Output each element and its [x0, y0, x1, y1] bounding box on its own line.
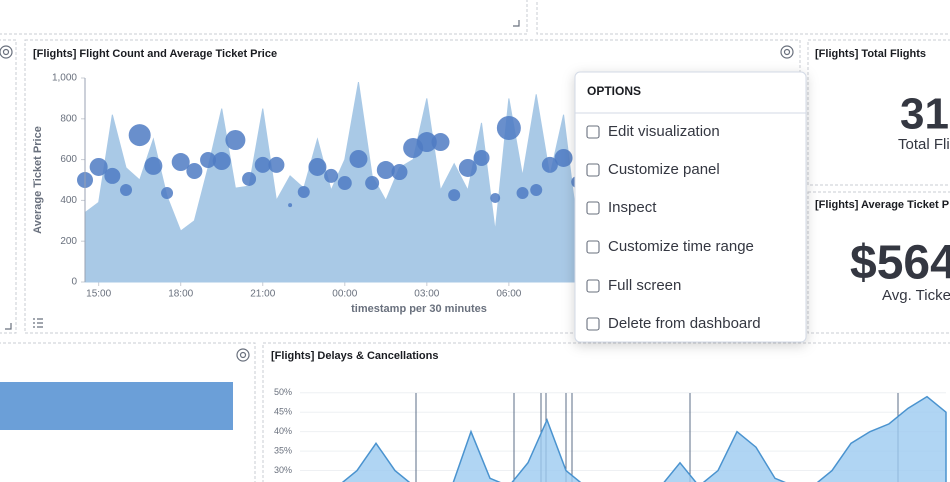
x-tick-label: 18:00 — [168, 289, 193, 300]
bubble — [161, 187, 174, 200]
gear-icon[interactable] — [236, 348, 250, 362]
menu-item[interactable]: Delete from dashboard — [608, 315, 761, 332]
bubble — [554, 148, 573, 167]
gear-icon[interactable] — [780, 45, 794, 59]
bubble — [496, 115, 521, 140]
y-tick-label: 35% — [274, 445, 292, 455]
menu-icon — [586, 125, 600, 139]
bubble — [458, 158, 477, 177]
panel — [0, 39, 17, 334]
legend-toggle[interactable] — [33, 318, 43, 328]
menu-icon — [586, 163, 600, 177]
panel-title: [Flights] Total Flights — [815, 48, 926, 60]
panel-title: [Flights] Average Ticket P — [815, 199, 949, 211]
x-tick-label: 06:00 — [496, 289, 521, 300]
panel — [807, 39, 950, 186]
bubble — [337, 176, 352, 191]
menu-item[interactable]: Edit visualization — [608, 123, 720, 140]
menu-item[interactable]: Inspect — [608, 199, 657, 216]
menu-icon — [586, 317, 600, 331]
menu-title: OPTIONS — [587, 84, 641, 98]
panel-title: [Flights] Delays & Cancellations — [271, 350, 438, 362]
bubble — [144, 156, 163, 175]
y-tick-label: 30% — [274, 465, 292, 475]
bar — [0, 382, 233, 430]
panel — [807, 191, 950, 334]
panel — [0, 0, 528, 35]
menu-icon — [586, 279, 600, 293]
y-tick-label: 200 — [60, 236, 77, 247]
metric-label: Avg. Ticke — [882, 287, 950, 304]
menu-icon — [586, 240, 600, 254]
bubble — [254, 156, 271, 173]
bubble — [416, 132, 437, 153]
bubble — [324, 168, 339, 183]
panel — [536, 0, 950, 35]
bubble — [242, 171, 257, 186]
metric-value: $564 — [850, 237, 950, 290]
bubble — [120, 183, 133, 196]
menu-item[interactable]: Full screen — [608, 277, 681, 294]
metric-value: 31 — [900, 90, 949, 139]
bubble — [89, 157, 108, 176]
bubble — [297, 186, 310, 199]
bubble — [268, 156, 285, 173]
area — [341, 395, 947, 482]
y-tick-label: 800 — [60, 113, 77, 124]
y-tick-label: 1,000 — [52, 73, 77, 84]
options-menu — [574, 71, 807, 343]
gear-icon[interactable] — [0, 45, 13, 59]
y-tick-label: 600 — [60, 154, 77, 165]
x-tick-label: 15:00 — [86, 289, 111, 300]
bubble — [490, 192, 501, 203]
bubble — [376, 161, 395, 180]
bubble — [473, 149, 490, 166]
bubble — [288, 203, 293, 208]
metric-label: Total Fli — [898, 136, 950, 153]
bubble — [349, 149, 368, 168]
y-tick-label: 0 — [71, 277, 77, 288]
bubble — [431, 133, 450, 152]
bubble — [516, 187, 529, 200]
bubble — [365, 176, 380, 191]
bubble — [530, 183, 543, 196]
bubble — [186, 163, 203, 180]
y-tick-label: 50% — [274, 387, 292, 397]
bubble — [200, 152, 217, 169]
bubble — [391, 164, 408, 181]
menu-item[interactable]: Customize panel — [608, 161, 720, 178]
bubble — [448, 189, 461, 202]
axis-title: Average Ticket Price — [32, 126, 44, 234]
x-tick-label: 03:00 — [414, 289, 439, 300]
y-tick-label: 400 — [60, 195, 77, 206]
bubble — [225, 130, 246, 151]
y-tick-label: 40% — [274, 426, 292, 436]
x-tick-label: 21:00 — [250, 289, 275, 300]
panel-title: [Flights] Flight Count and Average Ticke… — [33, 48, 277, 60]
bubble — [212, 152, 231, 171]
menu-icon — [586, 201, 600, 215]
y-tick-label: 45% — [274, 407, 292, 417]
bubble — [104, 167, 121, 184]
menu-item[interactable]: Customize time range — [608, 238, 754, 255]
x-tick-label: 00:00 — [332, 289, 357, 300]
resize-handle[interactable] — [513, 20, 520, 27]
bubble — [171, 153, 190, 172]
resize-handle[interactable] — [5, 323, 12, 330]
axis-title: timestamp per 30 minutes — [351, 303, 487, 315]
bubble — [308, 157, 327, 176]
bubble — [128, 124, 151, 147]
bubble — [541, 156, 558, 173]
